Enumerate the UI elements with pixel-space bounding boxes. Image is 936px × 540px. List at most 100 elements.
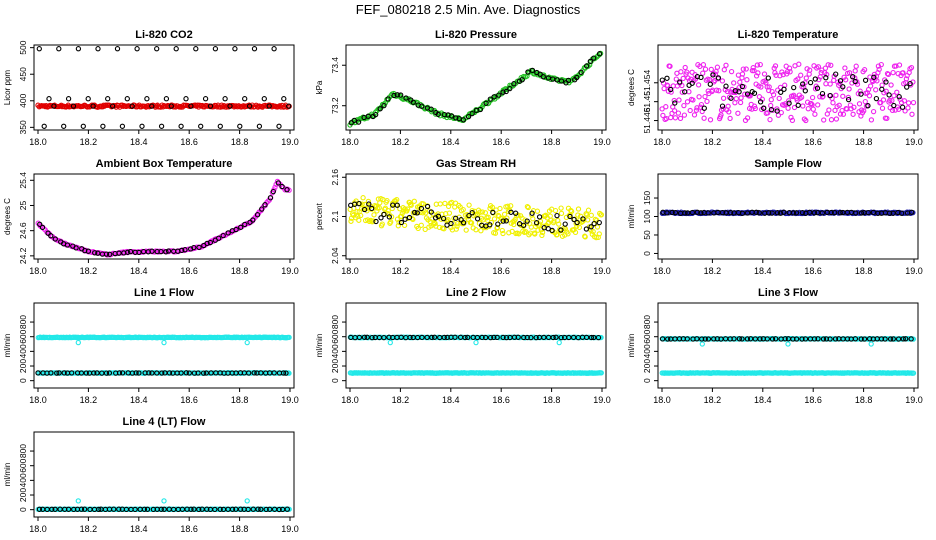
data-point: [700, 62, 707, 68]
data-point: [795, 102, 801, 108]
data-point: [832, 336, 839, 342]
data-point: [539, 229, 546, 236]
data-point: [558, 210, 565, 217]
data-point: [394, 196, 400, 203]
data-point: [36, 506, 43, 512]
data-point: [127, 248, 134, 255]
data-point: [842, 65, 848, 71]
data-point: [496, 92, 502, 98]
data-point: [851, 104, 857, 110]
data-point: [507, 85, 513, 92]
data-point: [116, 370, 123, 376]
data-point: [891, 93, 897, 99]
x-tick-label: 18.8: [231, 266, 249, 276]
data-point: [785, 105, 791, 111]
data-point: [908, 336, 914, 342]
data-point: [909, 111, 915, 117]
data-point: [680, 75, 686, 82]
data-point: [408, 202, 414, 208]
data-point: [56, 46, 62, 52]
data-points: [347, 50, 604, 128]
data-point: [812, 76, 818, 82]
data-point: [884, 70, 891, 77]
data-point: [804, 66, 810, 72]
data-point: [520, 222, 527, 228]
data-point: [582, 234, 588, 240]
data-point: [878, 61, 884, 68]
data-point: [168, 103, 174, 109]
data-point: [571, 216, 577, 223]
data-point: [525, 69, 531, 75]
data-point: [482, 334, 489, 341]
data-point: [896, 62, 903, 68]
y-tick-label: 800: [330, 315, 340, 329]
chart-title: Line 1 Flow: [134, 287, 194, 299]
data-point: [663, 104, 669, 110]
data-point: [731, 80, 737, 86]
data-point: [595, 334, 602, 341]
data-point: [704, 98, 710, 105]
x-tick-label: 18.0: [29, 395, 47, 405]
data-point: [807, 79, 814, 86]
y-axis-label: ml/min: [3, 463, 12, 487]
data-point: [733, 96, 739, 102]
data-point: [711, 336, 717, 342]
data-point: [910, 370, 917, 376]
data-point: [714, 64, 721, 70]
data-point: [698, 101, 705, 108]
data-point: [785, 341, 791, 347]
data-point: [35, 370, 41, 376]
data-point: [761, 71, 768, 77]
data-point: [158, 248, 164, 255]
plot-frame: [33, 44, 295, 131]
data-point: [719, 78, 726, 84]
data-point: [575, 212, 581, 218]
x-tick-label: 18.4: [130, 395, 148, 405]
x-tick-label: 18.4: [130, 266, 148, 276]
data-point: [758, 84, 764, 90]
data-point: [365, 198, 372, 205]
data-point: [466, 202, 472, 208]
data-point: [483, 100, 489, 106]
data-series: [660, 209, 915, 216]
chart-title: Line 2 Flow: [446, 287, 506, 299]
data-point: [814, 85, 821, 91]
data-point: [753, 73, 760, 79]
data-point: [532, 231, 538, 237]
data-point: [202, 96, 209, 102]
data-point: [752, 105, 758, 112]
data-point: [681, 112, 688, 118]
data-point: [237, 506, 244, 512]
y-tick-label: 600: [330, 329, 340, 343]
data-point: [276, 506, 282, 513]
data-point: [868, 117, 875, 123]
data-point: [744, 77, 750, 83]
data-point: [75, 339, 81, 346]
data-point: [558, 78, 565, 84]
data-series: [659, 336, 914, 342]
data-point: [699, 336, 705, 342]
data-point: [373, 111, 379, 118]
x-tick-label: 18.2: [392, 137, 410, 147]
data-points: [347, 334, 604, 376]
data-series: [659, 370, 917, 376]
x-tick-label: 18.8: [855, 137, 873, 147]
data-point: [384, 197, 390, 204]
data-point: [474, 216, 481, 222]
data-point: [665, 336, 671, 342]
data-point: [575, 206, 582, 212]
data-point: [667, 63, 673, 69]
data-point: [242, 221, 248, 228]
data-point: [798, 72, 804, 78]
data-point: [878, 99, 884, 106]
data-point: [83, 370, 89, 376]
data-point: [865, 209, 871, 216]
data-point: [212, 506, 218, 513]
data-point: [524, 203, 531, 210]
data-point: [558, 227, 564, 233]
data-point: [598, 334, 604, 341]
y-tick-label: 0: [18, 378, 28, 383]
data-point: [259, 206, 265, 212]
data-point: [258, 370, 264, 376]
y-tick-label: 800: [18, 444, 28, 458]
